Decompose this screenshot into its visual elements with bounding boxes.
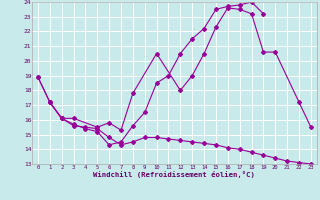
X-axis label: Windchill (Refroidissement éolien,°C): Windchill (Refroidissement éolien,°C) — [93, 171, 255, 178]
